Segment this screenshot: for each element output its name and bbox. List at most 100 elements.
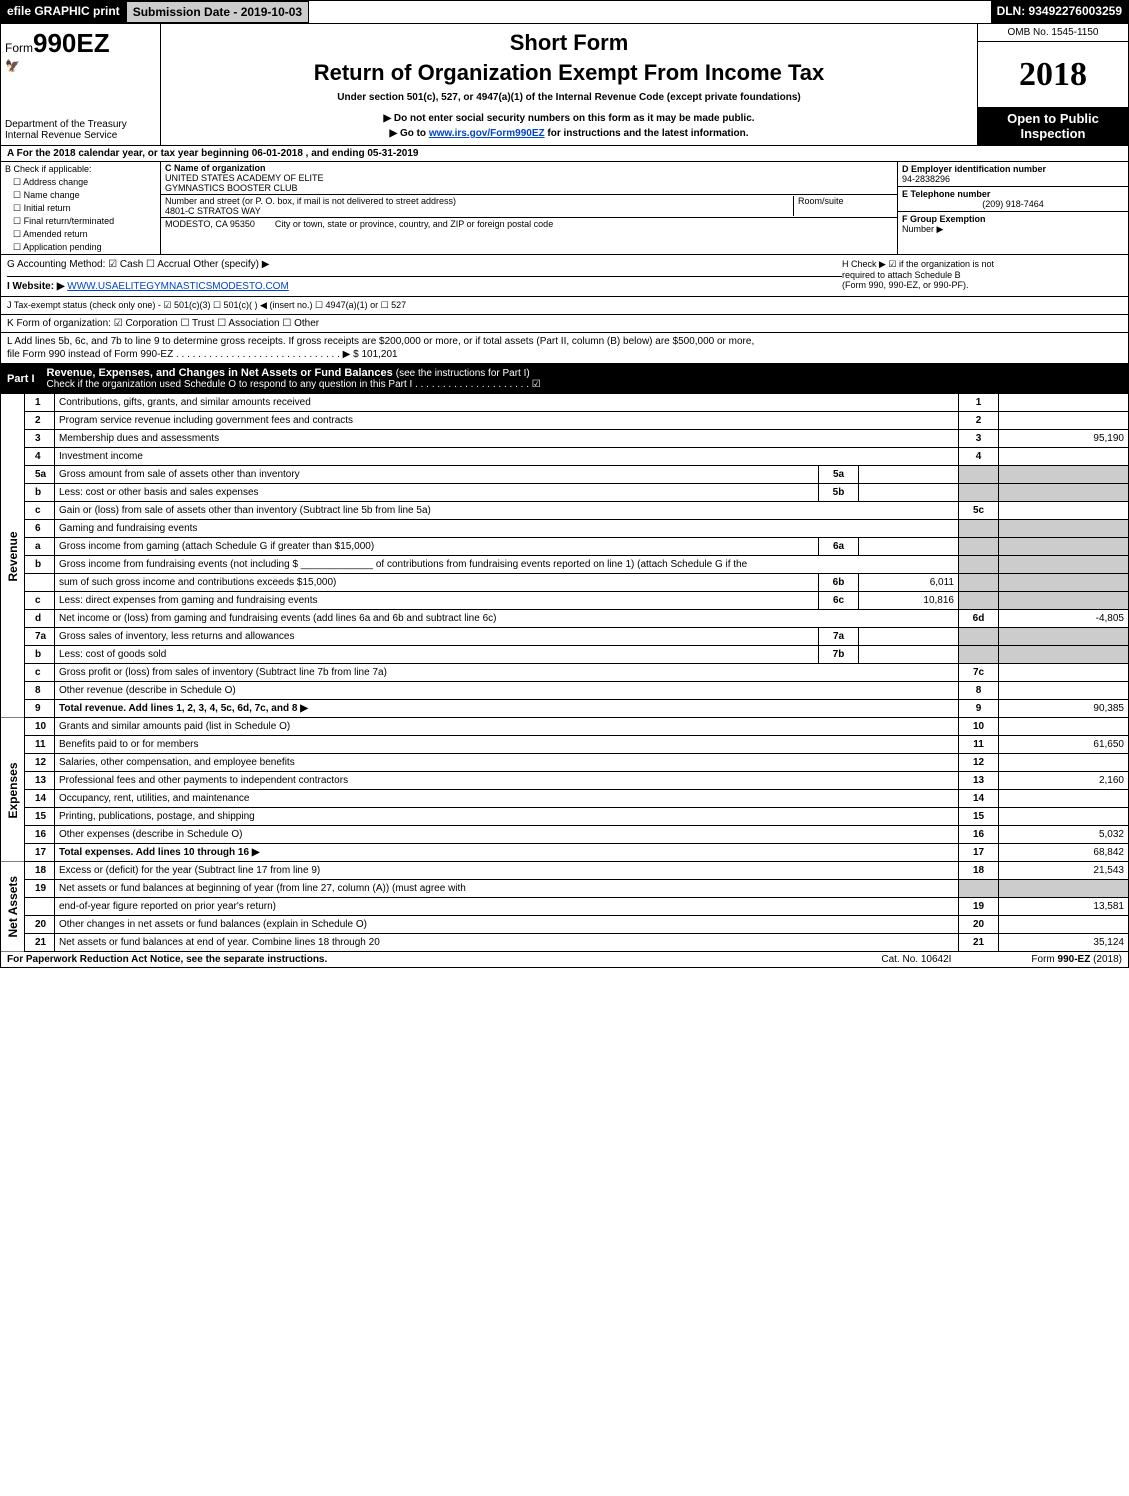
mid-num: 6a	[819, 538, 859, 556]
form-header: Form990EZ 🦅 Department of the Treasury I…	[0, 24, 1129, 146]
street-label: Number and street (or P. O. box, if mail…	[165, 196, 793, 206]
row-desc: Less: direct expenses from gaming and fu…	[55, 592, 819, 610]
row-desc: Gross sales of inventory, less returns a…	[55, 628, 819, 646]
netassets-table: Net Assets18Excess or (deficit) for the …	[0, 862, 1129, 952]
k-line: K Form of organization: ☑ Corporation ☐ …	[0, 315, 1129, 333]
row-desc: Other expenses (describe in Schedule O)	[55, 826, 959, 844]
table-row: 3Membership dues and assessments395,190	[1, 430, 1129, 448]
chk-initial[interactable]: Initial return	[1, 202, 160, 215]
row-num: 12	[25, 754, 55, 772]
city-label: City or town, state or province, country…	[275, 219, 553, 229]
footer-left: For Paperwork Reduction Act Notice, see …	[7, 954, 881, 965]
table-row: dNet income or (loss) from gaming and fu…	[1, 610, 1129, 628]
table-row: 11Benefits paid to or for members1161,65…	[1, 736, 1129, 754]
under-section: Under section 501(c), 527, or 4947(a)(1)…	[167, 92, 971, 103]
table-row: 16Other expenses (describe in Schedule O…	[1, 826, 1129, 844]
j-text: J Tax-exempt status (check only one) - ☑…	[7, 299, 1122, 312]
right-num: 15	[959, 808, 999, 826]
website-link[interactable]: WWW.USAELITEGYMNASTICSMODESTO.COM	[67, 281, 289, 292]
right-num: 3	[959, 430, 999, 448]
chk-address[interactable]: Address change	[1, 176, 160, 189]
top-bar: efile GRAPHIC print Submission Date - 20…	[0, 0, 1129, 24]
grey-cell	[999, 520, 1129, 538]
goto-link[interactable]: www.irs.gov/Form990EZ	[429, 128, 545, 139]
mid-num: 6b	[819, 574, 859, 592]
right-val	[999, 790, 1129, 808]
ein-value: 94-2838296	[902, 174, 1124, 184]
phone-value: (209) 918-7464	[902, 199, 1124, 209]
chk-final[interactable]: Final return/terminated	[1, 215, 160, 228]
table-row: 12Salaries, other compensation, and empl…	[1, 754, 1129, 772]
right-val	[999, 718, 1129, 736]
row-desc: Less: cost or other basis and sales expe…	[55, 484, 819, 502]
grey-cell	[959, 556, 999, 574]
row-desc: Grants and similar amounts paid (list in…	[55, 718, 959, 736]
table-row: Expenses10Grants and similar amounts pai…	[1, 718, 1129, 736]
row-num: b	[25, 484, 55, 502]
right-val	[999, 682, 1129, 700]
right-val: 13,581	[999, 898, 1129, 916]
gh-row: G Accounting Method: ☑ Cash ☐ Accrual Ot…	[0, 255, 1129, 297]
footer-right: Form 990-EZ (2018)	[1031, 954, 1122, 965]
c-city-row: MODESTO, CA 95350 City or town, state or…	[161, 218, 897, 230]
grey-cell	[999, 466, 1129, 484]
right-num: 14	[959, 790, 999, 808]
mid-val	[859, 646, 959, 664]
part1-title-text: Revenue, Expenses, and Changes in Net As…	[47, 367, 396, 379]
side-label: Revenue	[1, 394, 25, 718]
right-num: 6d	[959, 610, 999, 628]
row-num: b	[25, 556, 55, 574]
right-val	[999, 448, 1129, 466]
row-desc: Contributions, gifts, grants, and simila…	[55, 394, 959, 412]
table-row: cGross profit or (loss) from sales of in…	[1, 664, 1129, 682]
revenue-table: Revenue1Contributions, gifts, grants, an…	[0, 394, 1129, 718]
org-name-2: GYMNASTICS BOOSTER CLUB	[165, 183, 893, 193]
table-row: Net Assets18Excess or (deficit) for the …	[1, 862, 1129, 880]
chk-name[interactable]: Name change	[1, 189, 160, 202]
table-row: 5aGross amount from sale of assets other…	[1, 466, 1129, 484]
mid-num: 6c	[819, 592, 859, 610]
table-row: 17Total expenses. Add lines 10 through 1…	[1, 844, 1129, 862]
section-bcd: B Check if applicable: Address change Na…	[0, 162, 1129, 255]
c-name-row: C Name of organization UNITED STATES ACA…	[161, 162, 897, 195]
row-desc: Gaming and fundraising events	[55, 520, 959, 538]
row-desc: sum of such gross income and contributio…	[55, 574, 819, 592]
do-not-enter: ▶ Do not enter social security numbers o…	[167, 113, 971, 124]
grey-cell	[959, 484, 999, 502]
row-desc: Membership dues and assessments	[55, 430, 959, 448]
header-center: Short Form Return of Organization Exempt…	[161, 24, 978, 145]
row-num: 7a	[25, 628, 55, 646]
chk-amended[interactable]: Amended return	[1, 228, 160, 241]
right-num: 7c	[959, 664, 999, 682]
right-val	[999, 754, 1129, 772]
goto-post: for instructions and the latest informat…	[545, 128, 749, 139]
right-num: 4	[959, 448, 999, 466]
row-desc: end-of-year figure reported on prior yea…	[55, 898, 959, 916]
mid-val	[859, 466, 959, 484]
col-b: B Check if applicable: Address change Na…	[1, 162, 161, 254]
grey-cell	[959, 592, 999, 610]
footer: For Paperwork Reduction Act Notice, see …	[0, 952, 1129, 968]
table-row: bGross income from fundraising events (n…	[1, 556, 1129, 574]
row-desc: Benefits paid to or for members	[55, 736, 959, 754]
grey-cell	[959, 466, 999, 484]
side-label: Net Assets	[1, 862, 25, 952]
row-num: 17	[25, 844, 55, 862]
row-desc: Gross amount from sale of assets other t…	[55, 466, 819, 484]
right-val: 90,385	[999, 700, 1129, 718]
grey-cell	[959, 880, 999, 898]
right-num: 18	[959, 862, 999, 880]
table-row: 7aGross sales of inventory, less returns…	[1, 628, 1129, 646]
right-val: 68,842	[999, 844, 1129, 862]
grey-cell	[959, 646, 999, 664]
mid-val	[859, 484, 959, 502]
c-label: C Name of organization	[165, 163, 893, 173]
mid-num: 5b	[819, 484, 859, 502]
table-row: 8Other revenue (describe in Schedule O)8	[1, 682, 1129, 700]
grey-cell	[959, 538, 999, 556]
d-ein-row: D Employer identification number 94-2838…	[898, 162, 1128, 187]
table-row: 15Printing, publications, postage, and s…	[1, 808, 1129, 826]
row-num	[25, 574, 55, 592]
chk-pending[interactable]: Application pending	[1, 241, 160, 254]
form-number: Form990EZ 🦅	[5, 28, 156, 73]
